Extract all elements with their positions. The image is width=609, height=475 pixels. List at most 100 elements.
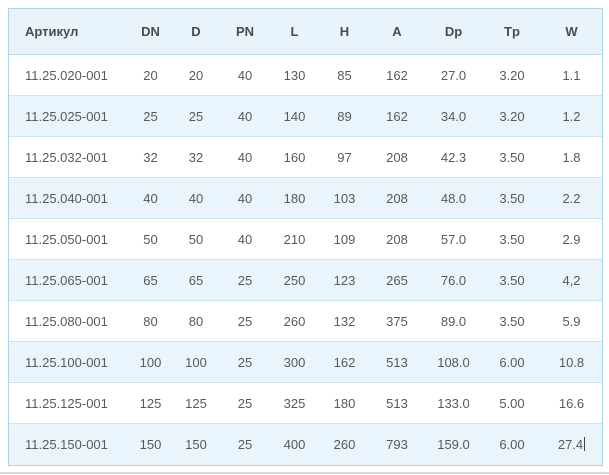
- value-cell: 20: [172, 55, 220, 96]
- value-cell: 208: [370, 178, 424, 219]
- table-row: 11.25.032-001 32 32 40 160 97 208 42.3 3.50 1.8: [9, 137, 602, 178]
- value-cell: 4,2: [541, 260, 602, 301]
- value-cell: 210: [270, 219, 319, 260]
- value-cell: 513: [370, 383, 424, 424]
- value-cell: 159.0: [424, 424, 483, 465]
- table-body: 11.25.020-001 20 20 40 130 85 162 27.0 3.20 1.1 11…: [9, 55, 602, 465]
- value-cell: 180: [270, 178, 319, 219]
- header-row: Артикул DN D PN L H A Dp Tp W: [9, 9, 602, 55]
- value-cell: 25: [220, 424, 270, 465]
- value-cell: 40: [220, 219, 270, 260]
- value-cell: 133.0: [424, 383, 483, 424]
- value-cell: 100: [172, 342, 220, 383]
- col-header-dp: Dp: [424, 9, 483, 55]
- table-row: 11.25.125-001 125 125 25 325 180 513 133.0 5.00 1…: [9, 383, 602, 424]
- value-cell: 162: [319, 342, 370, 383]
- value-cell: 80: [172, 301, 220, 342]
- table-row: 11.25.050-001 50 50 40 210 109 208 57.0 3.50 2.9: [9, 219, 602, 260]
- value-cell: 250: [270, 260, 319, 301]
- value-cell: 25: [220, 342, 270, 383]
- article-cell: 11.25.125-001: [9, 383, 129, 424]
- value-cell: 3.50: [483, 301, 541, 342]
- value-cell: 34.0: [424, 96, 483, 137]
- value-cell: 40: [220, 55, 270, 96]
- value-cell: 3.50: [483, 178, 541, 219]
- table-row: 11.25.100-001 100 100 25 300 162 513 108.0 6.00 1…: [9, 342, 602, 383]
- col-header-tp: Tp: [483, 9, 541, 55]
- value-cell: 513: [370, 342, 424, 383]
- value-cell: 42.3: [424, 137, 483, 178]
- value-cell: 2.2: [541, 178, 602, 219]
- value-cell: 57.0: [424, 219, 483, 260]
- value-cell: 25: [220, 260, 270, 301]
- value-cell: 97: [319, 137, 370, 178]
- article-cell: 11.25.020-001: [9, 55, 129, 96]
- value-cell: 3.20: [483, 55, 541, 96]
- col-header-a: A: [370, 9, 424, 55]
- value-cell: 2.9: [541, 219, 602, 260]
- value-cell: 180: [319, 383, 370, 424]
- value-cell: 793: [370, 424, 424, 465]
- value-cell: 300: [270, 342, 319, 383]
- value-cell: 400: [270, 424, 319, 465]
- table-row: 11.25.065-001 65 65 25 250 123 265 76.0 3.50 4,2: [9, 260, 602, 301]
- value-cell: 150: [172, 424, 220, 465]
- value-cell: 5.9: [541, 301, 602, 342]
- value-cell: 40: [129, 178, 172, 219]
- value-cell: 10.8: [541, 342, 602, 383]
- value-cell: 3.20: [483, 96, 541, 137]
- col-header-article: Артикул: [9, 9, 129, 55]
- value-cell: 25: [220, 301, 270, 342]
- value-cell: 40: [172, 178, 220, 219]
- value-cell: 3.50: [483, 260, 541, 301]
- value-cell: 325: [270, 383, 319, 424]
- article-cell: 11.25.032-001: [9, 137, 129, 178]
- value-cell: 162: [370, 55, 424, 96]
- value-cell: 109: [319, 219, 370, 260]
- value-cell: 48.0: [424, 178, 483, 219]
- value-cell: 6.00: [483, 424, 541, 465]
- value-cell: 32: [172, 137, 220, 178]
- value-cell: 1.2: [541, 96, 602, 137]
- value-cell: 32: [129, 137, 172, 178]
- value-cell: 40: [220, 96, 270, 137]
- value-cell: 76.0: [424, 260, 483, 301]
- col-header-pn: PN: [220, 9, 270, 55]
- article-cell: 11.25.080-001: [9, 301, 129, 342]
- table-row: 11.25.020-001 20 20 40 130 85 162 27.0 3.20 1.1: [9, 55, 602, 96]
- value-cell: 125: [172, 383, 220, 424]
- article-cell: 11.25.040-001: [9, 178, 129, 219]
- value-cell: 20: [129, 55, 172, 96]
- article-cell: 11.25.100-001: [9, 342, 129, 383]
- value-cell: 130: [270, 55, 319, 96]
- text-caret: [584, 437, 586, 451]
- col-header-dn: DN: [129, 9, 172, 55]
- value-cell: 85: [319, 55, 370, 96]
- value-cell: 160: [270, 137, 319, 178]
- value-cell: 103: [319, 178, 370, 219]
- value-cell: 80: [129, 301, 172, 342]
- value-cell: 100: [129, 342, 172, 383]
- value-cell: 16.6: [541, 383, 602, 424]
- value-cell: 89: [319, 96, 370, 137]
- value-cell: 108.0: [424, 342, 483, 383]
- value-cell: 125: [129, 383, 172, 424]
- value-cell: 3.50: [483, 219, 541, 260]
- table-row: 11.25.150-001 150 150 25 400 260 793 159.0 6.00 2…: [9, 424, 602, 465]
- value-cell: 27.4: [541, 424, 602, 465]
- article-cell: 11.25.050-001: [9, 219, 129, 260]
- value-cell: 260: [270, 301, 319, 342]
- value-cell: 208: [370, 137, 424, 178]
- value-cell: 50: [129, 219, 172, 260]
- value-cell: 27.0: [424, 55, 483, 96]
- col-header-d: D: [172, 9, 220, 55]
- value-cell: 375: [370, 301, 424, 342]
- value-cell: 132: [319, 301, 370, 342]
- value-cell: 3.50: [483, 137, 541, 178]
- value-cell: 150: [129, 424, 172, 465]
- value-cell: 40: [220, 137, 270, 178]
- value-cell: 123: [319, 260, 370, 301]
- value-cell: 1.1: [541, 55, 602, 96]
- value-cell: 25: [129, 96, 172, 137]
